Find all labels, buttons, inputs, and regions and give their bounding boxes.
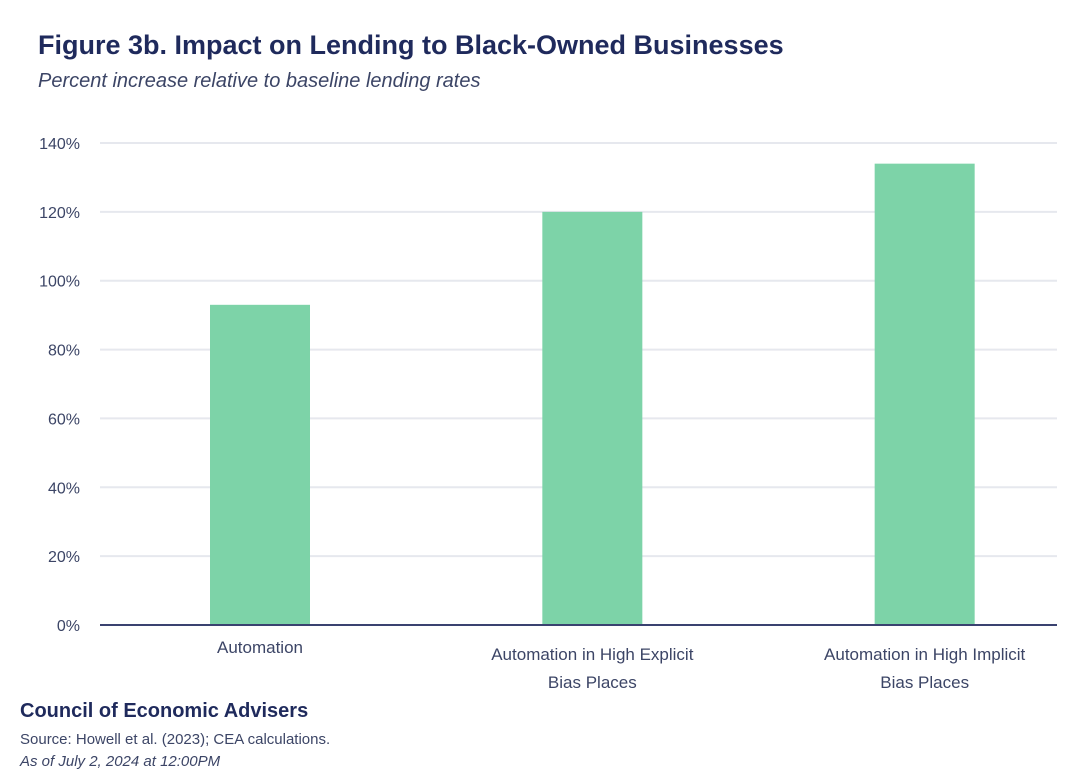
x-tick-label: Automation in High Explicit bbox=[491, 645, 693, 664]
footer-date: As of July 2, 2024 at 12:00PM bbox=[20, 753, 221, 770]
y-tick-label: 120% bbox=[39, 205, 80, 222]
y-tick-label: 80% bbox=[48, 343, 80, 360]
y-tick-label: 60% bbox=[48, 411, 80, 428]
bars bbox=[210, 163, 975, 625]
x-tick-label: Automation in High Implicit bbox=[824, 645, 1026, 664]
footer-source: Source: Howell et al. (2023); CEA calcul… bbox=[20, 731, 331, 748]
y-tick-label: 140% bbox=[39, 136, 80, 153]
chart-subtitle: Percent increase relative to baseline le… bbox=[38, 70, 481, 92]
x-tick-label: Bias Places bbox=[548, 673, 637, 692]
y-tick-label: 40% bbox=[48, 480, 80, 497]
bar bbox=[874, 163, 975, 625]
bar bbox=[210, 304, 310, 625]
x-tick-label: Bias Places bbox=[880, 673, 969, 692]
y-axis-tick-labels: 0% 20% 40% 60% 80% 100% 120% 140% bbox=[39, 136, 80, 635]
y-tick-label: 100% bbox=[39, 274, 80, 291]
y-tick-label: 20% bbox=[48, 549, 80, 566]
x-axis-tick-labels: Automation Automation in High Explicit Bia… bbox=[217, 638, 1026, 692]
x-tick-label: Automation bbox=[217, 638, 303, 657]
chart-title: Figure 3b. Impact on Lending to Black-Ow… bbox=[38, 30, 784, 60]
footer-organization: Council of Economic Advisers bbox=[20, 700, 309, 722]
bar-chart: 0%20%40%60%80%100%120%140% Automation Aut… bbox=[39, 136, 1057, 692]
y-tick-label: 0% bbox=[57, 618, 80, 635]
bar bbox=[542, 211, 643, 625]
